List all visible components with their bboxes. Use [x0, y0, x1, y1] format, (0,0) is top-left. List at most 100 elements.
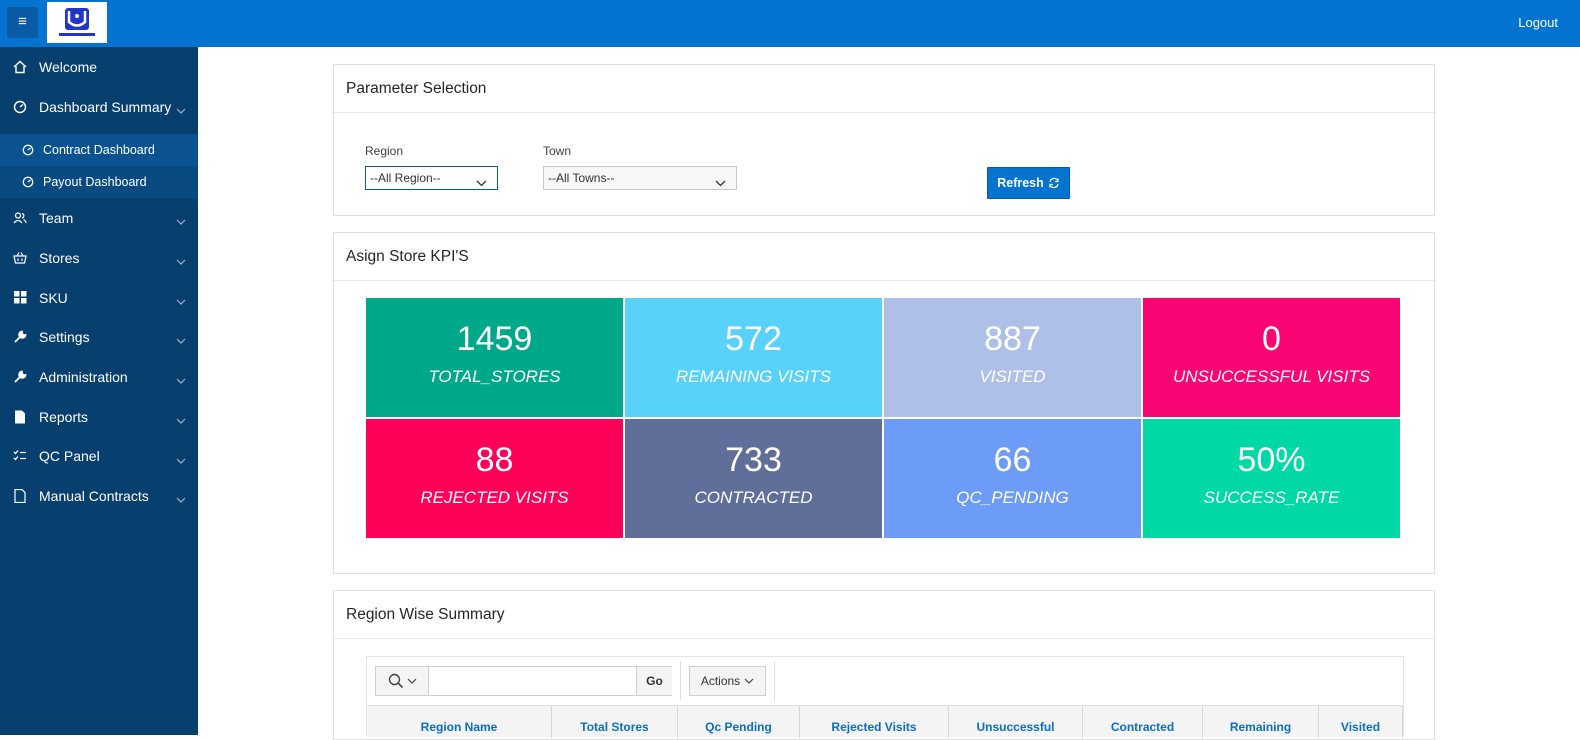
sidebar-item-welcome[interactable]: Welcome [0, 47, 198, 87]
kpi-value: 887 [984, 320, 1041, 358]
kpi-card-success-rate: 50% SUCCESS_RATE [1143, 419, 1400, 538]
sidebar-item-qc-panel[interactable]: QC Panel [0, 437, 198, 477]
kpi-label: VISITED [979, 367, 1046, 386]
search-bar: Go [375, 666, 672, 696]
sidebar-item-label: QC Panel [39, 448, 100, 465]
region-summary-panel: Region Wise Summary Go Actions Region Na… [333, 590, 1435, 740]
sidebar-item-contract-dashboard[interactable]: Contract Dashboard [0, 134, 198, 167]
chevron-down-icon [176, 101, 186, 117]
sidebar-item-sku[interactable]: SKU [0, 278, 198, 318]
kpi-card-rejected-visits: 88 REJECTED VISITS [366, 419, 623, 538]
kpi-label: TOTAL_STORES [428, 367, 561, 386]
chevron-down-icon [176, 331, 186, 347]
kpi-panel: Asign Store KPI'S 1459 TOTAL_STORES 572 … [333, 232, 1435, 574]
actions-menu-button[interactable]: Actions [689, 666, 766, 696]
kpi-value: 0 [1262, 320, 1281, 358]
home-icon [12, 59, 28, 75]
sidebar-item-manual-contracts[interactable]: Manual Contracts [0, 476, 198, 516]
sidebar-item-settings[interactable]: Settings [0, 317, 198, 357]
kpi-value: 1459 [456, 320, 533, 358]
region-label: Region [365, 144, 404, 158]
wrench-icon [12, 369, 28, 385]
kpi-value: 88 [475, 441, 514, 479]
top-header: ≡ Logout [0, 0, 1580, 47]
toolbar-divider [774, 661, 775, 701]
column-header-unsuccessful[interactable]: Unsuccessful [949, 706, 1083, 738]
chevron-down-icon [715, 172, 726, 194]
chevron-down-icon [176, 451, 186, 467]
refresh-button[interactable]: Refresh [987, 167, 1070, 199]
sidebar-item-label: Manual Contracts [39, 488, 149, 505]
chevron-down-icon [176, 490, 186, 506]
unilever-logo[interactable] [47, 2, 107, 43]
sidebar-nav: Welcome Dashboard Summary Contract Dashb… [0, 47, 198, 735]
column-header-contracted[interactable]: Contracted [1083, 706, 1203, 738]
column-header-remaining[interactable]: Remaining [1203, 706, 1319, 738]
region-select[interactable]: --All Region-- [365, 166, 498, 190]
sidebar-item-stores[interactable]: Stores [0, 238, 198, 278]
column-header-total-stores[interactable]: Total Stores [552, 706, 678, 738]
sidebar-item-team[interactable]: Team [0, 198, 198, 238]
kpi-label: QC_PENDING [956, 488, 1069, 507]
kpi-card-qc-pending: 66 QC_PENDING [884, 419, 1141, 538]
kpi-label: CONTRACTED [694, 488, 813, 507]
document-icon [12, 488, 28, 504]
town-label: Town [543, 144, 572, 158]
kpi-value: 572 [725, 320, 782, 358]
go-button[interactable]: Go [636, 667, 672, 695]
sidebar-item-label: Welcome [39, 58, 98, 75]
hamburger-menu-button[interactable]: ≡ [7, 7, 38, 38]
kpi-grid: 1459 TOTAL_STORES 572 REMAINING VISITS 8… [366, 298, 1403, 540]
sidebar-item-dashboard-summary[interactable]: Dashboard Summary [0, 87, 198, 127]
logout-link[interactable]: Logout [1518, 15, 1558, 30]
users-icon [12, 210, 28, 226]
sidebar-item-label: Stores [39, 249, 80, 266]
table-header: Region Name Total Stores Qc Pending Reje… [367, 705, 1403, 738]
file-icon [12, 409, 28, 425]
sidebar-item-label: Administration [39, 368, 128, 385]
sidebar-item-label: Team [39, 210, 74, 227]
gauge-icon [12, 99, 28, 115]
search-icon [388, 673, 403, 689]
column-header-region-name[interactable]: Region Name [367, 706, 552, 738]
town-select[interactable]: --All Towns-- [543, 166, 737, 190]
sidebar-item-label: SKU [39, 289, 68, 306]
sidebar-item-reports[interactable]: Reports [0, 397, 198, 437]
sidebar-item-label: Dashboard Summary [39, 98, 172, 115]
grid-icon [12, 290, 28, 306]
refresh-icon [1049, 177, 1059, 189]
chevron-down-icon [744, 678, 754, 684]
sidebar-item-label: Reports [39, 408, 89, 425]
sidebar-item-administration[interactable]: Administration [0, 357, 198, 397]
chevron-down-icon [407, 678, 416, 684]
wrench-icon [12, 329, 28, 345]
sidebar-subitem-label: Contract Dashboard [43, 143, 155, 158]
toolbar-divider [680, 661, 681, 701]
actions-label: Actions [700, 674, 741, 688]
column-header-rejected-visits[interactable]: Rejected Visits [800, 706, 949, 738]
chevron-down-icon [476, 172, 487, 194]
checklist-icon [12, 448, 28, 464]
sidebar-item-payout-dashboard[interactable]: Payout Dashboard [0, 166, 198, 198]
panel-title: Region Wise Summary [334, 591, 1434, 639]
chevron-down-icon [176, 212, 186, 228]
kpi-label: SUCCESS_RATE [1203, 488, 1340, 507]
search-column-button[interactable] [376, 667, 429, 695]
kpi-label: REMAINING VISITS [676, 367, 831, 386]
search-input[interactable] [430, 667, 636, 695]
gauge-icon [22, 144, 35, 157]
column-header-qc-pending[interactable]: Qc Pending [678, 706, 800, 738]
kpi-card-total-stores: 1459 TOTAL_STORES [366, 298, 623, 417]
sidebar-subitem-label: Payout Dashboard [43, 175, 147, 190]
chevron-down-icon [176, 252, 186, 268]
kpi-value: 50% [1237, 441, 1306, 479]
region-select-value: --All Region-- [370, 171, 441, 185]
kpi-label: REJECTED VISITS [420, 488, 569, 507]
kpi-value: 733 [725, 441, 782, 479]
sidebar-item-label: Settings [39, 329, 90, 346]
refresh-button-label: Refresh [997, 176, 1044, 190]
basket-icon [12, 250, 28, 266]
column-header-visited[interactable]: Visited [1319, 706, 1403, 738]
chevron-down-icon [176, 371, 186, 387]
kpi-label: UNSUCCESSFUL VISITS [1172, 367, 1371, 386]
